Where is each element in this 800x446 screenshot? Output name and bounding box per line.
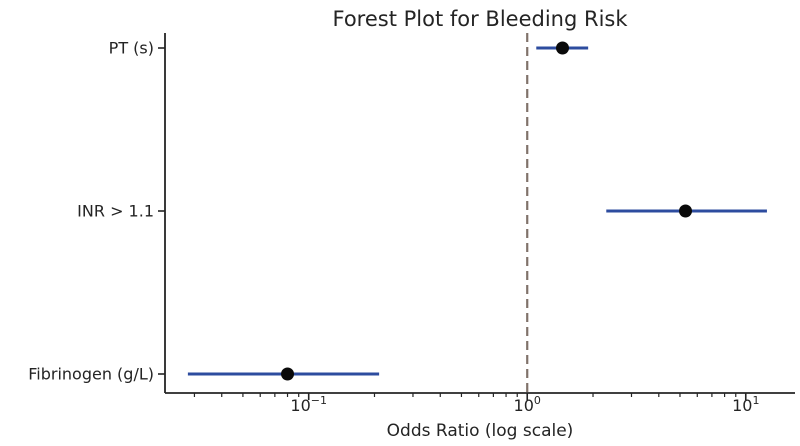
plot-area: 10−1 100 101 PT (s) INR > 1.1 Fibrinogen (g/L… xyxy=(28,33,795,415)
y-tick-label: Fibrinogen (g/L) xyxy=(28,365,154,384)
odds-ratio-marker xyxy=(281,367,295,381)
x-tick-label: 100 xyxy=(514,394,541,415)
odds-ratio-marker xyxy=(679,204,693,218)
y-tick-label: PT (s) xyxy=(109,39,154,58)
y-tick-label: INR > 1.1 xyxy=(77,202,154,221)
x-axis-label: Odds Ratio (log scale) xyxy=(387,421,574,441)
x-tick-label: 101 xyxy=(732,394,759,415)
plot-title: Forest Plot for Bleeding Risk xyxy=(332,7,628,31)
x-tick-label: 10−1 xyxy=(290,394,327,415)
odds-ratio-marker xyxy=(555,41,569,55)
